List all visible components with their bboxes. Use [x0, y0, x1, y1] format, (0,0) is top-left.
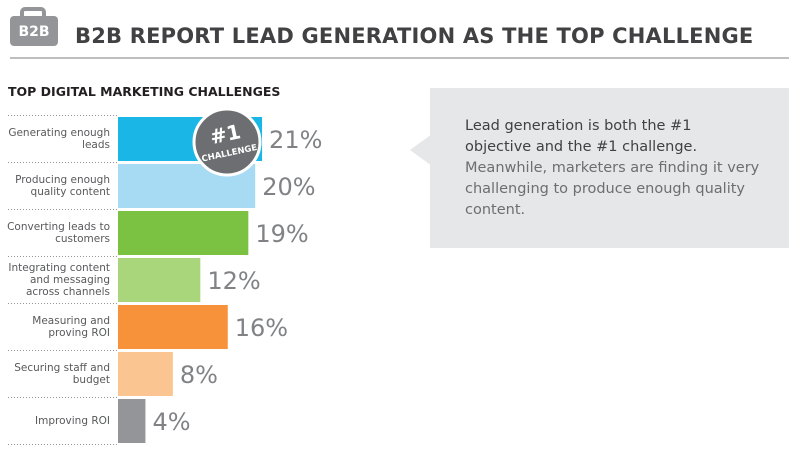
value-label: 21% — [269, 126, 322, 154]
category-label: Converting leads to customers — [7, 221, 110, 245]
chart-title: TOP DIGITAL MARKETING CHALLENGES — [8, 84, 281, 99]
callout-box — [430, 88, 789, 248]
value-label: 12% — [207, 267, 260, 295]
category-label: Securing staff and budget — [14, 362, 110, 386]
page-title: B2B REPORT LEAD GENERATION AS THE TOP CH… — [75, 24, 754, 48]
callout-pointer — [410, 134, 432, 166]
callout-text: Lead generation is both the #1 objective… — [465, 116, 760, 221]
category-label: Measuring and proving ROI — [32, 315, 110, 339]
icon-text: B2B — [18, 24, 49, 40]
badge — [192, 107, 262, 177]
callout-strong: Lead generation is both the #1 objective… — [465, 118, 698, 155]
value-label: 4% — [152, 408, 190, 436]
bar — [118, 399, 146, 443]
value-label: 20% — [262, 173, 315, 201]
bar — [118, 352, 173, 396]
value-label: 19% — [255, 220, 308, 248]
bar — [118, 305, 228, 349]
category-label: Improving ROI — [35, 415, 110, 427]
category-label: Integrating content and messaging across… — [8, 262, 110, 298]
category-label: Generating enough leads — [8, 127, 110, 151]
callout-body: Meanwhile, marketers are finding it very… — [465, 160, 760, 218]
briefcase-icon: B2B — [10, 7, 58, 46]
category-label: Producing enough quality content — [15, 174, 110, 198]
bar — [118, 258, 201, 302]
value-label: 16% — [235, 314, 288, 342]
bar — [118, 211, 249, 255]
value-label: 8% — [180, 361, 218, 389]
